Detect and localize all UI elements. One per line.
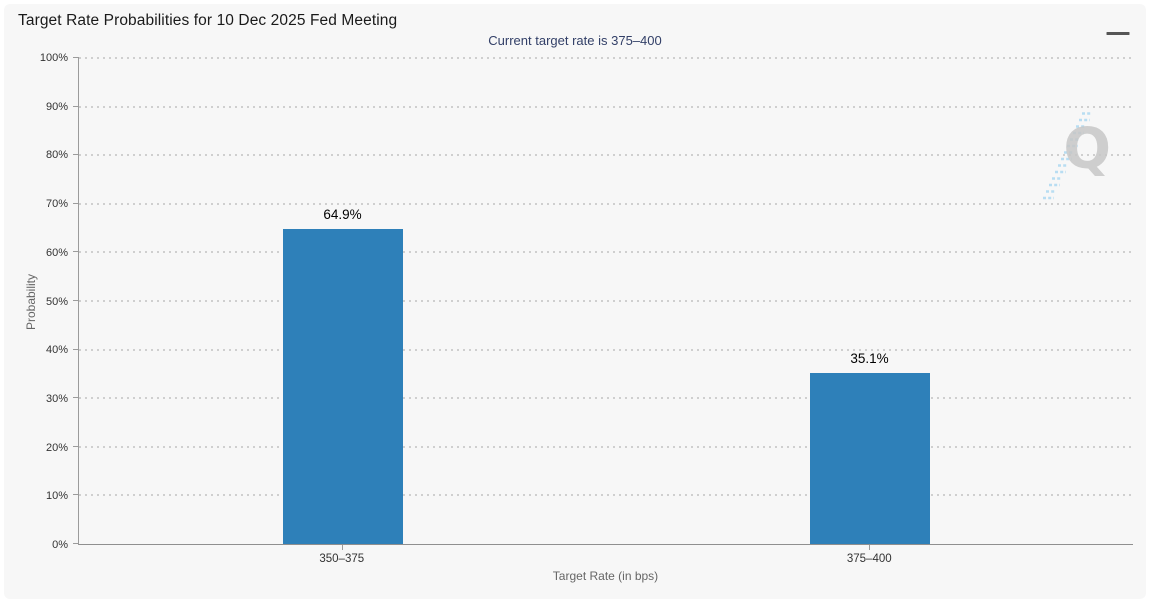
- x-category-cell: 375–400: [606, 545, 1134, 565]
- chart-card: Target Rate Probabilities for 10 Dec 202…: [4, 4, 1146, 599]
- y-axis-tick: [73, 105, 79, 107]
- category-band: 35.1%: [606, 58, 1133, 544]
- x-category-cell: 350–375: [78, 545, 606, 565]
- y-axis-labels: 0% 10% 20% 30% 40% 50% 60% 70% 80% 90% 100%: [4, 52, 74, 551]
- gridline: [79, 105, 1133, 108]
- y-axis-tick: [73, 445, 79, 447]
- y-axis-tick-label: 50%: [45, 295, 68, 308]
- y-axis-tick: [73, 300, 79, 301]
- x-axis-title: Target Rate (in bps): [552, 569, 659, 583]
- x-axis-category-label: 375–400: [846, 553, 892, 565]
- plot-bands: 64.9% 35.1%: [79, 58, 1133, 544]
- y-axis-tick-label: 0%: [52, 539, 68, 551]
- y-axis-tick-label: 100%: [39, 52, 68, 64]
- y-axis-tick-label: 90%: [45, 100, 68, 113]
- gridline: [79, 494, 1133, 497]
- category-band: 64.9%: [79, 58, 606, 544]
- quikstrike-watermark-icon: Q: [1041, 108, 1111, 203]
- y-axis-tick-label: 40%: [45, 344, 68, 357]
- plot-grid: [73, 57, 1133, 544]
- y-axis-tick-label: 60%: [45, 246, 68, 259]
- y-axis-tick: [73, 543, 79, 544]
- bar-value-label: 64.9%: [323, 206, 362, 222]
- y-axis-tick-label: 70%: [45, 198, 68, 211]
- plot-area: 64.9% 35.1%: [73, 57, 1133, 545]
- x-axis-category-label: 350–375: [319, 553, 365, 565]
- gridline: [79, 397, 1133, 400]
- y-axis-tick: [73, 494, 79, 496]
- gridline: [79, 251, 1133, 254]
- probability-bar[interactable]: [282, 228, 403, 544]
- gridline: [79, 202, 1133, 205]
- gridline: [79, 300, 1133, 302]
- gridline: [79, 445, 1133, 448]
- y-axis-tick: [73, 348, 79, 350]
- y-axis-tick-label: 30%: [45, 392, 68, 405]
- bar-value-label: 35.1%: [850, 351, 889, 367]
- y-axis-tick-label: 10%: [45, 490, 68, 503]
- x-axis-labels: 350–375 375–400: [78, 545, 1133, 565]
- probability-bar[interactable]: [809, 373, 930, 544]
- page-title: Target Rate Probabilities for 10 Dec 202…: [18, 12, 398, 29]
- x-axis-tick: [869, 545, 871, 550]
- y-axis-tick-label: 20%: [45, 441, 68, 454]
- y-axis-tick: [73, 57, 79, 58]
- gridline: [79, 348, 1133, 351]
- chart-subtitle: Current target rate is 375–400: [488, 33, 662, 48]
- x-axis-tick: [341, 545, 343, 550]
- gridline: [79, 154, 1133, 157]
- y-axis-tick: [73, 397, 79, 399]
- chart-menu-button[interactable]: [1103, 12, 1133, 38]
- watermark-swoosh-icon: [1043, 112, 1092, 200]
- y-axis-tick-label: 80%: [45, 149, 68, 162]
- watermark-q-letter: Q: [1063, 117, 1111, 182]
- y-axis-tick: [73, 154, 79, 156]
- y-axis-tick: [73, 202, 79, 204]
- y-axis-tick: [73, 251, 79, 253]
- gridline: [79, 57, 1133, 59]
